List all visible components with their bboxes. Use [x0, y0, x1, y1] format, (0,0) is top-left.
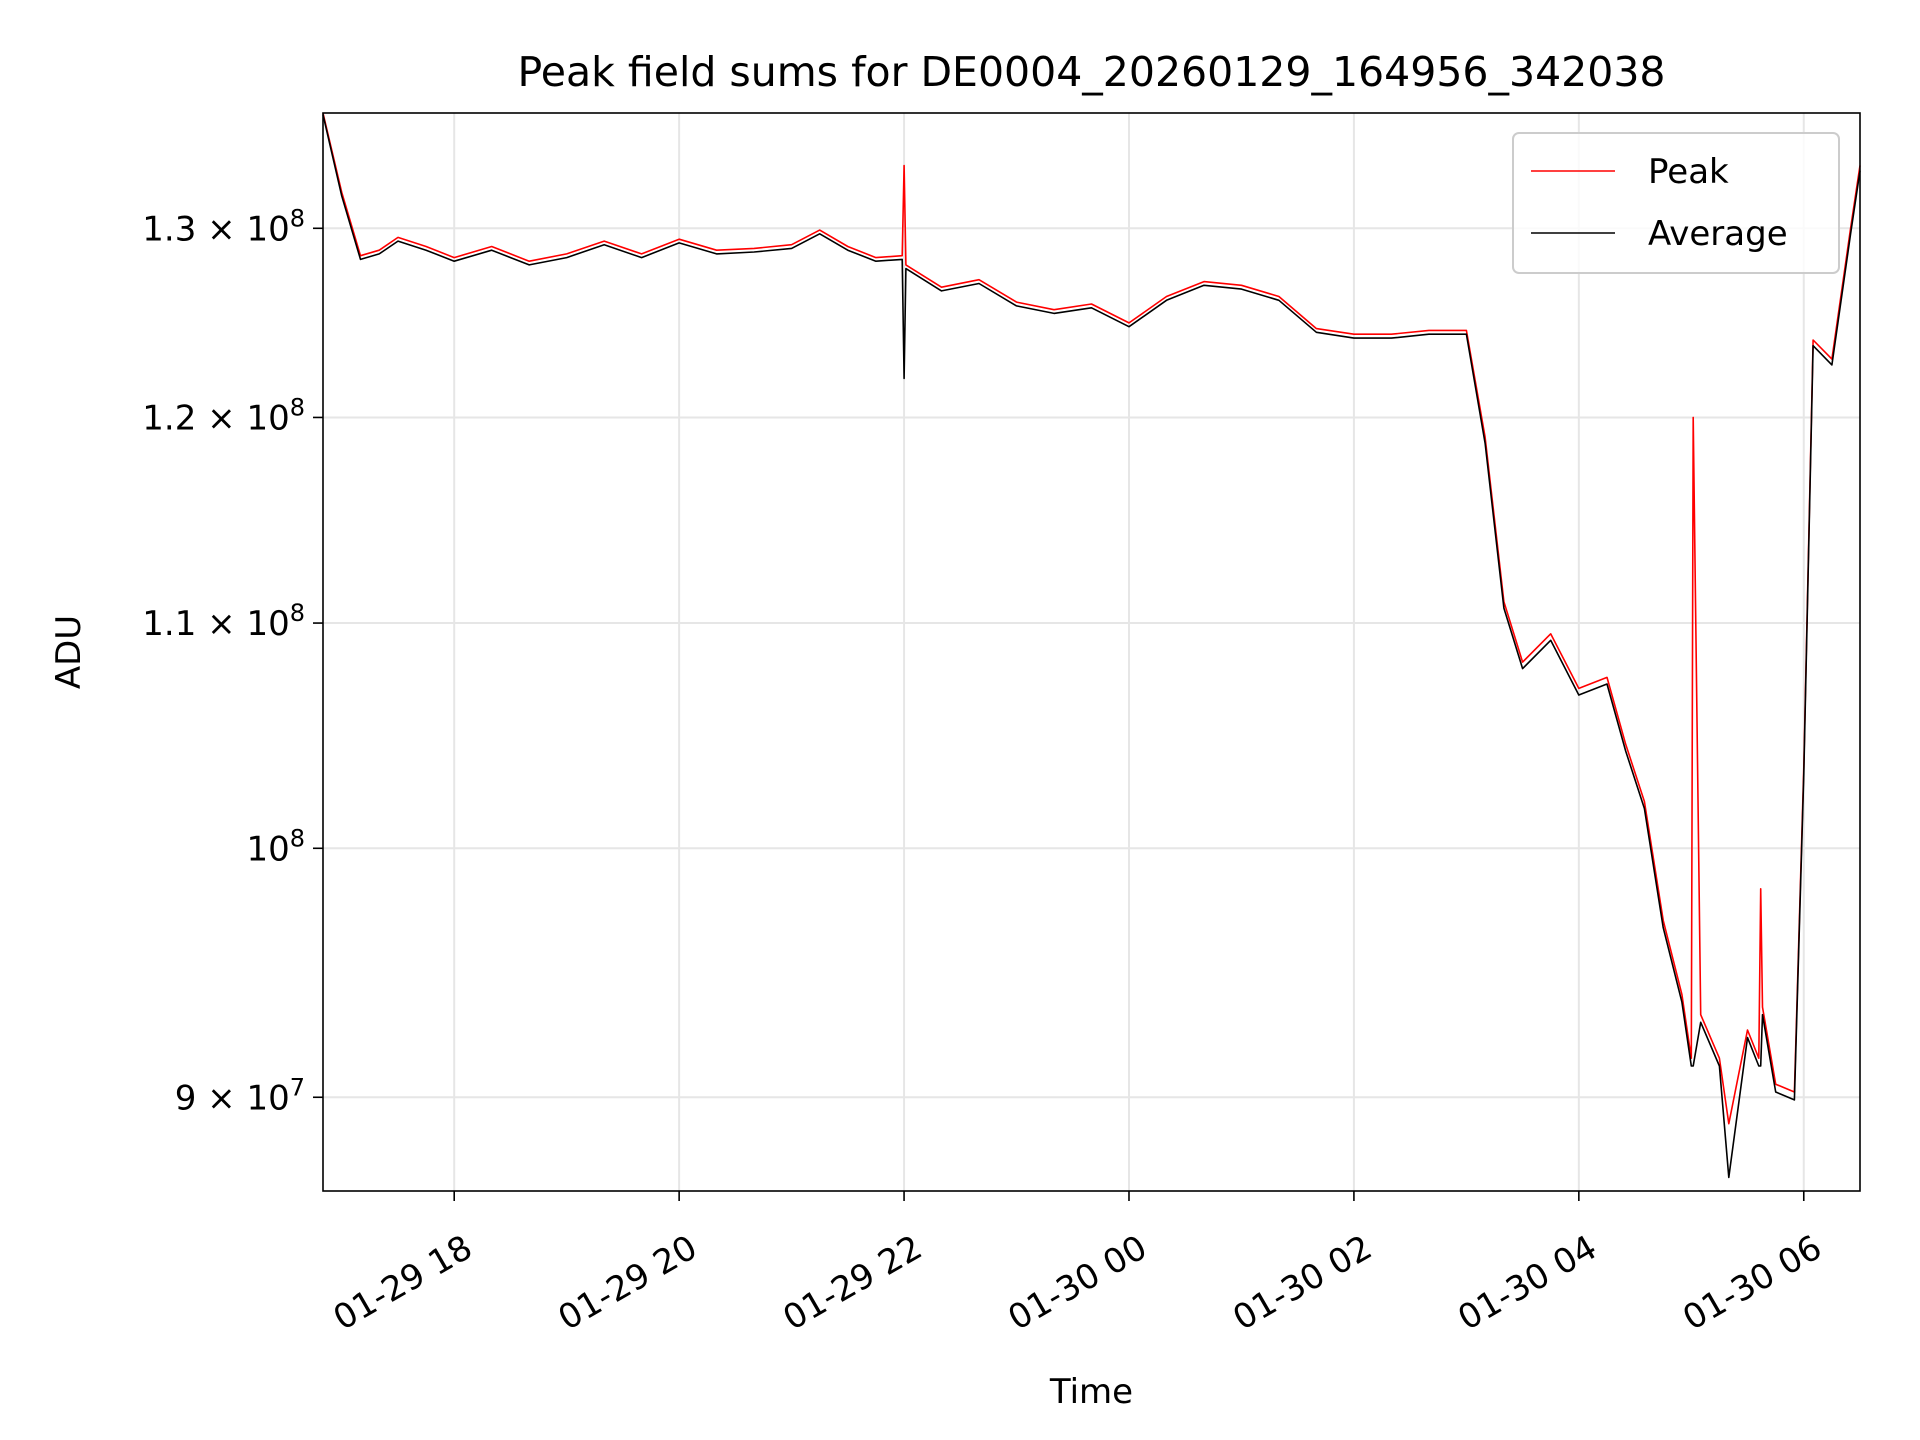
grid: [323, 113, 1860, 1191]
y-tick-label: 1.1 × 108: [142, 599, 305, 644]
series-group: [322, 112, 1861, 1179]
series-line-average: [322, 114, 1861, 1179]
chart-title: Peak field sums for DE0004_20260129_1649…: [518, 48, 1666, 96]
y-tick-label: 1.2 × 108: [142, 393, 305, 438]
plot-frame: [322, 112, 1861, 1192]
y-tick-label: 9 × 107: [175, 1073, 305, 1118]
legend-box: [1512, 132, 1840, 274]
legend-label-peak: Peak: [1648, 152, 1729, 192]
y-ticks: 9 × 107 108 1.1 × 108 1.2 × 108 1.3 × 108: [142, 204, 323, 1118]
y-axis-label: ADU: [49, 615, 89, 689]
legend: Peak Average: [1512, 132, 1840, 274]
y-tick-label: 108: [246, 824, 305, 869]
series-line-peak: [322, 112, 1861, 1125]
x-axis-label: Time: [1049, 1372, 1133, 1412]
y-tick-label: 1.3 × 108: [142, 204, 305, 249]
legend-label-average: Average: [1648, 214, 1788, 254]
